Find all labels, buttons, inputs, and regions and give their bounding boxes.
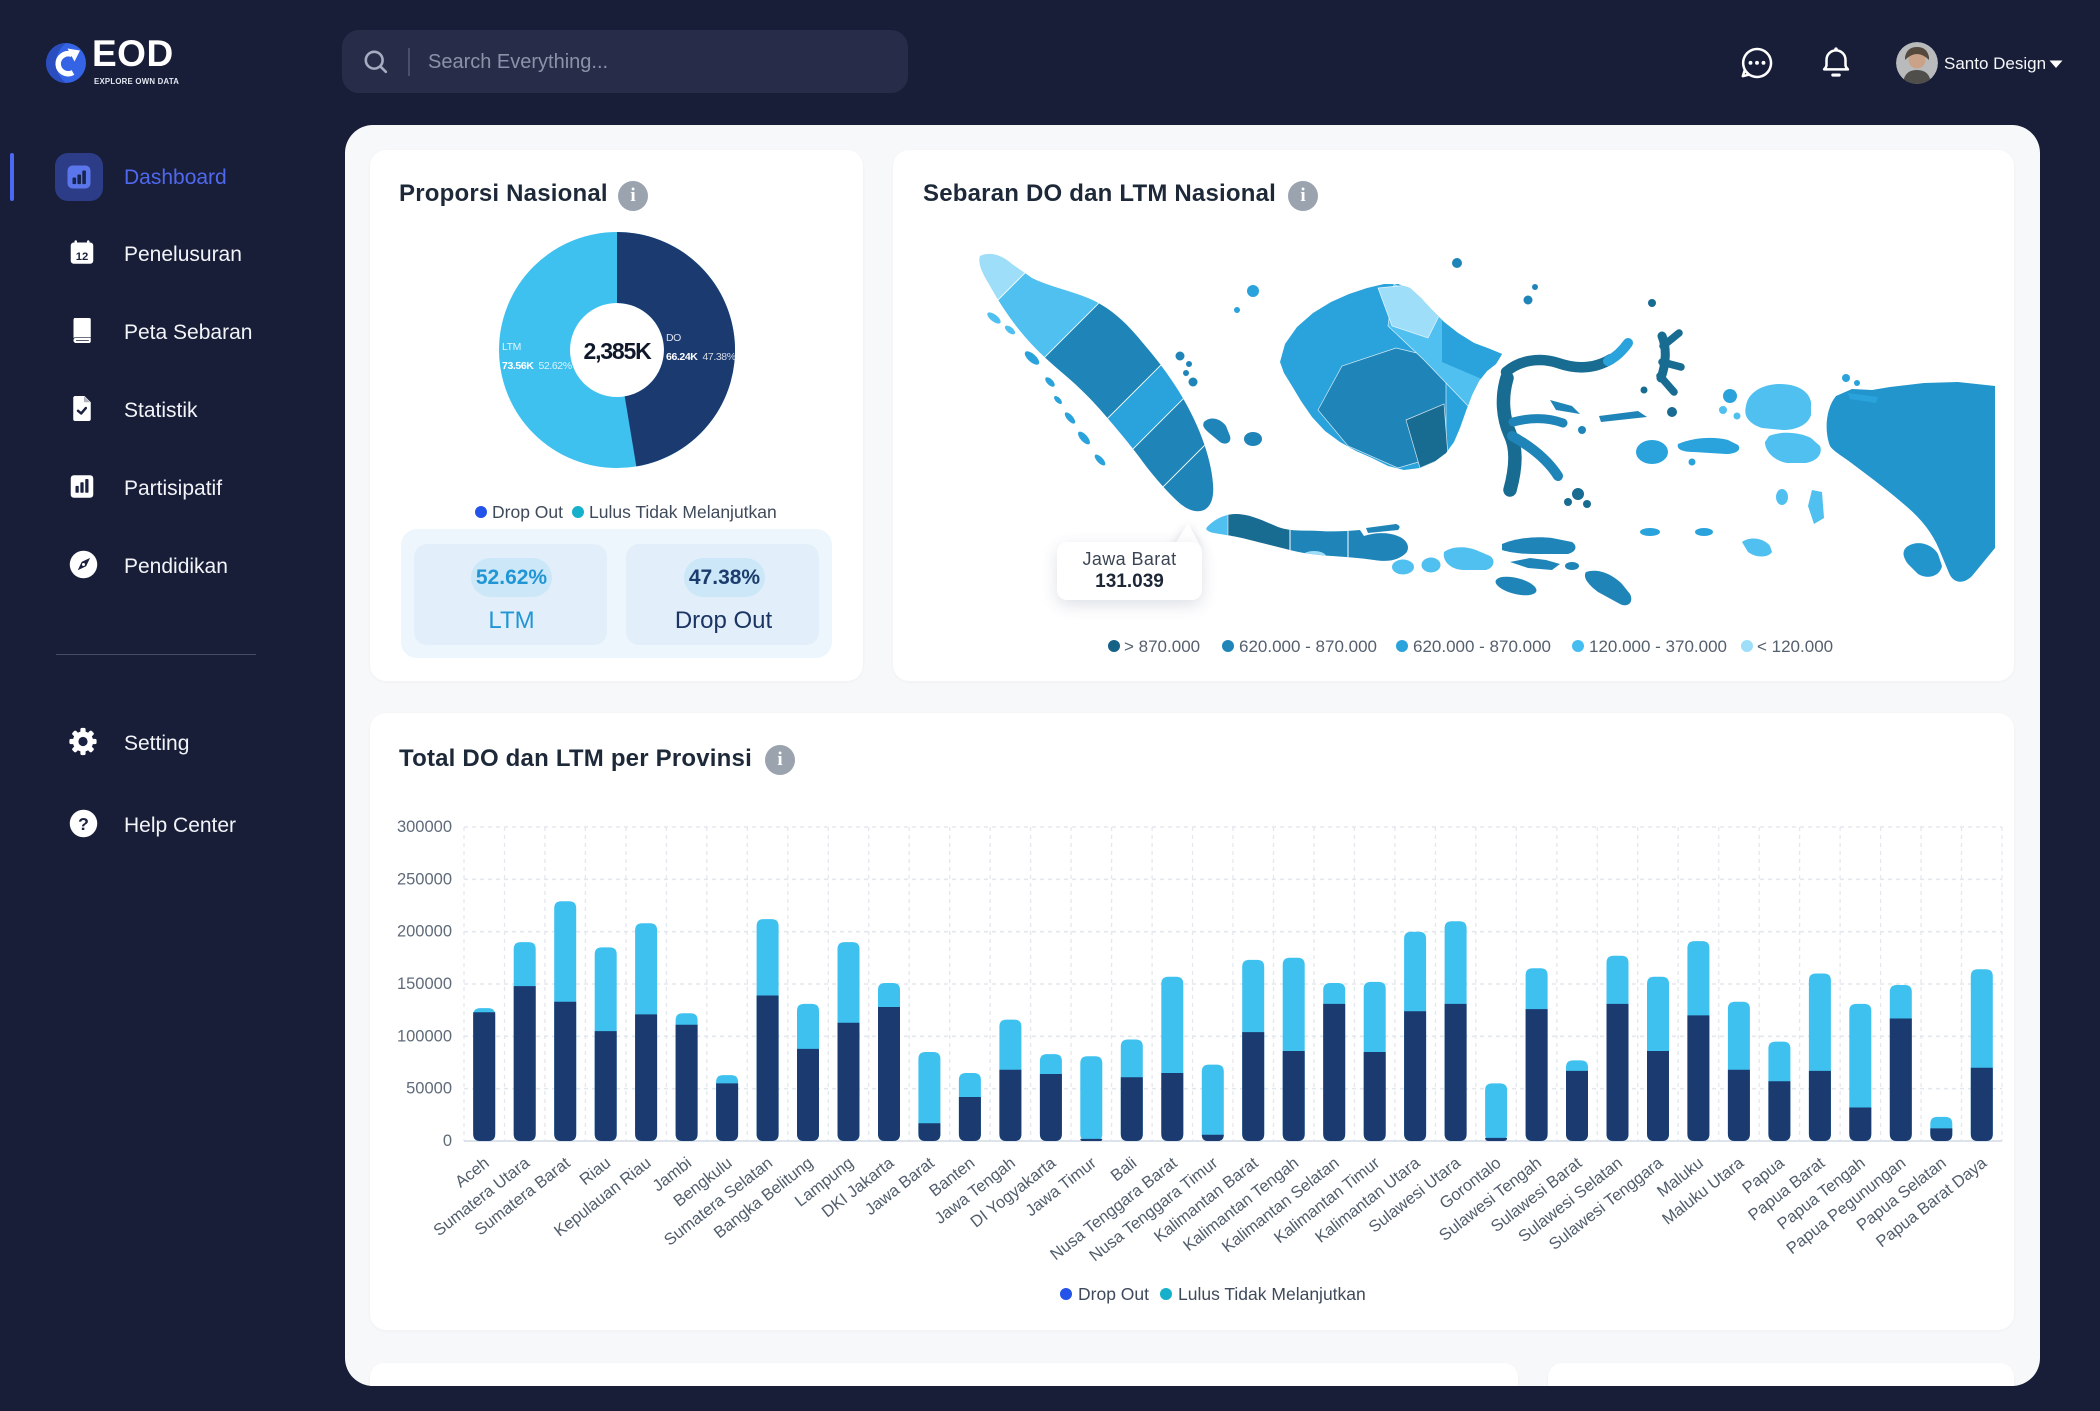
svg-text:50000: 50000 bbox=[406, 1080, 452, 1098]
svg-text:150000: 150000 bbox=[397, 975, 452, 993]
svg-text:Drop Out: Drop Out bbox=[492, 502, 563, 522]
svg-text:Drop Out: Drop Out bbox=[1078, 1284, 1149, 1304]
svg-text:Lulus Tidak Melanjutkan: Lulus Tidak Melanjutkan bbox=[589, 502, 777, 522]
svg-text:12: 12 bbox=[76, 251, 89, 263]
svg-text:LTM: LTM bbox=[502, 341, 521, 353]
svg-text:100000: 100000 bbox=[397, 1027, 452, 1045]
svg-text:200000: 200000 bbox=[397, 923, 452, 941]
svg-text:2,385K: 2,385K bbox=[584, 338, 653, 364]
svg-text:?: ? bbox=[78, 814, 89, 834]
svg-text:250000: 250000 bbox=[397, 870, 452, 888]
svg-text:DO: DO bbox=[666, 332, 681, 344]
svg-text:300000: 300000 bbox=[397, 818, 452, 836]
svg-text:0: 0 bbox=[443, 1132, 452, 1150]
svg-text:Lulus Tidak Melanjutkan: Lulus Tidak Melanjutkan bbox=[1178, 1284, 1366, 1304]
